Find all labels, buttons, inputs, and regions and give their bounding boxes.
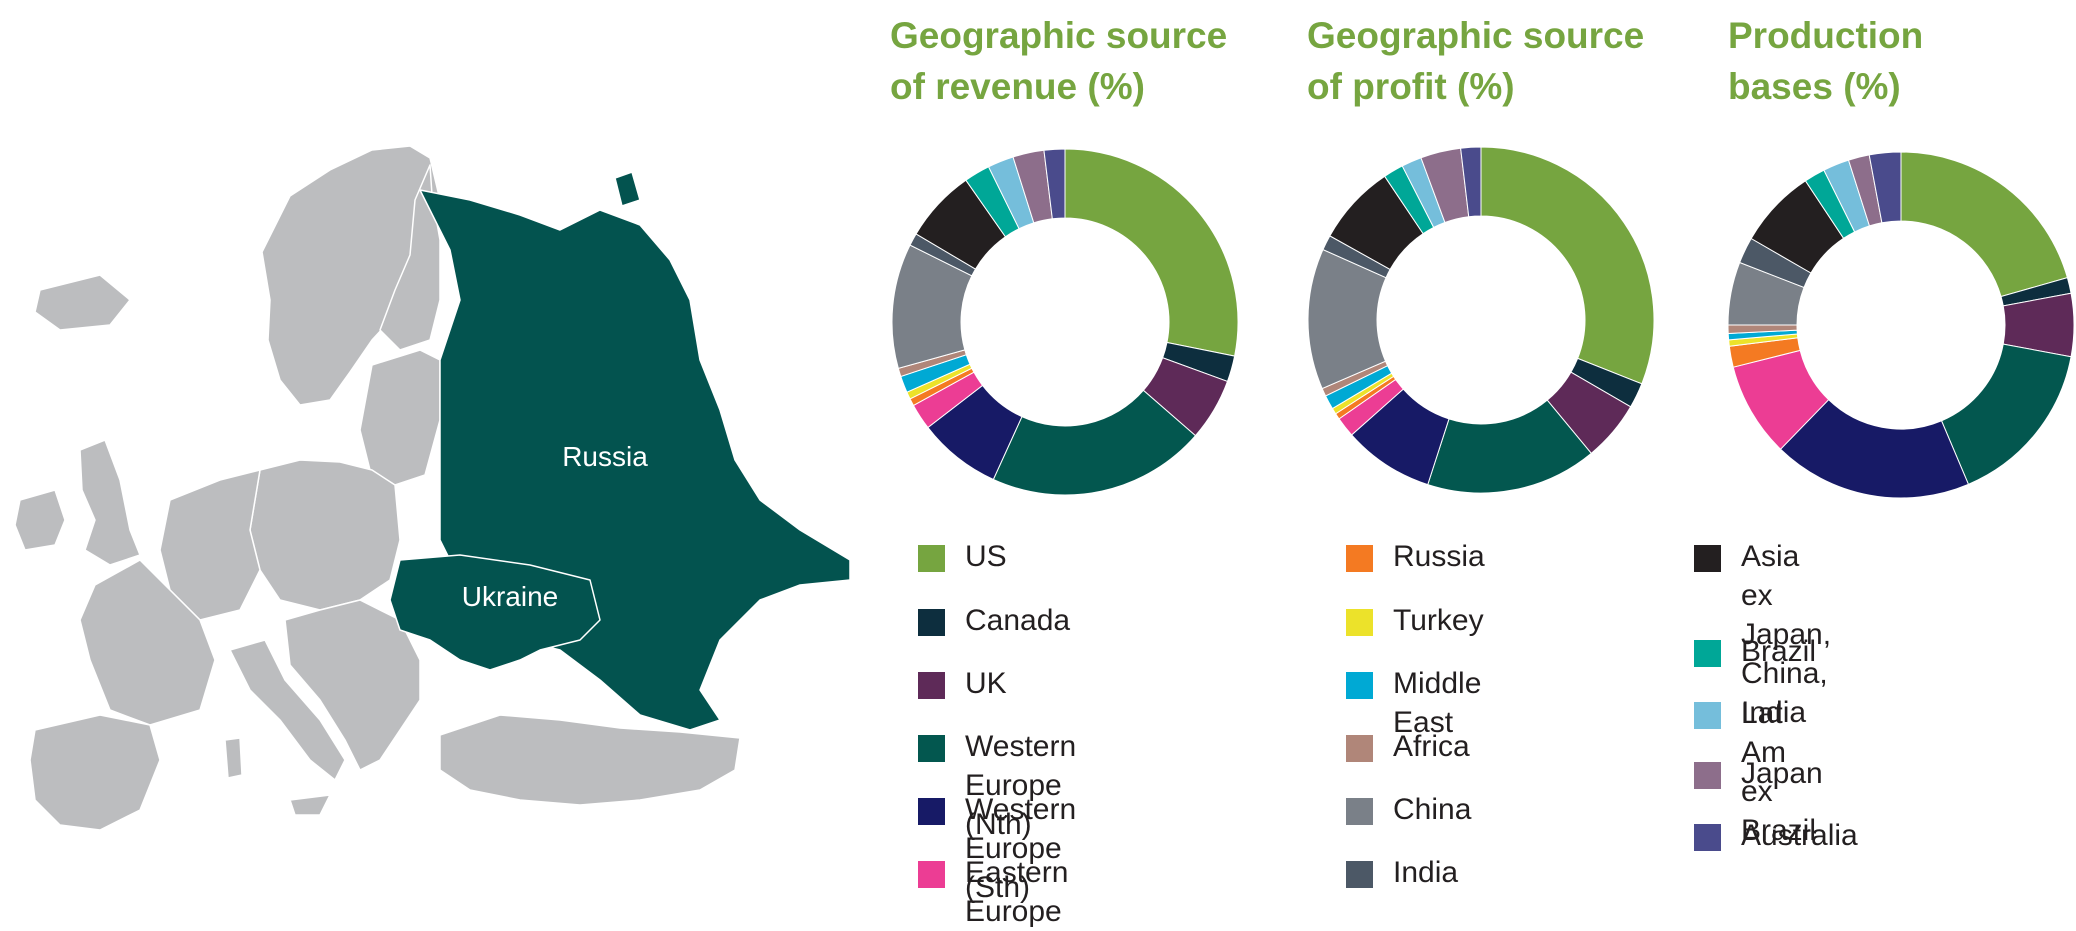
legend-item-russia: Russia [1346,537,1485,576]
italy-shape [229,639,346,781]
legend-item-middle-east: Middle East [1346,664,1481,742]
legend-swatch [1694,824,1721,851]
legend-label: Eastern Europe [965,856,1069,928]
sicily-shape [289,794,331,816]
russia-map-label: Russia [562,441,648,472]
novaya-zemlya-shape [614,171,641,207]
donut-slice-australia [1460,146,1482,218]
legend-label: Australia [1741,819,1858,852]
ireland-shape [14,489,66,551]
legend-item-western-europe-sth: Western Europe (Sth) [918,790,1076,907]
france-shape [79,559,216,726]
legend-item-china: China [1346,790,1471,829]
donut-chart-profit [1307,146,1655,494]
legend-swatch [1694,702,1721,729]
legend-label: Western Europe (Sth) [965,793,1077,904]
legend-label: UK [965,667,1007,700]
legend-item-brazil: Brazil [1694,632,1816,671]
legend-swatch [918,545,945,572]
donut-chart-production [1727,151,2075,499]
legend-item-japan: Japan [1694,754,1823,793]
legend-item-africa: Africa [1346,727,1470,766]
legend-label: Turkey [1393,604,1484,637]
legend-swatch [1694,762,1721,789]
legend-item-turkey: Turkey [1346,601,1484,640]
legend-swatch [918,609,945,636]
legend-item-us: US [918,537,1007,576]
legend-label: Brazil [1741,635,1817,668]
highlight-countries [389,171,851,731]
donut-slice-australia [1043,148,1066,220]
legend-item-australia: Australia [1694,816,1858,855]
donut-slice-western-europe-nth [1940,343,2072,485]
legend-label: India [1393,856,1459,889]
legend-swatch [1346,735,1373,762]
balkans-shape [284,599,421,771]
legend-swatch [918,672,945,699]
legend-swatch [1346,609,1373,636]
donut-slice-us [1064,148,1239,357]
legend-label: Japan [1741,757,1823,790]
legend-label: Russia [1393,540,1485,573]
europe-map: Russia Ukraine [14,145,851,831]
iceland-shape [34,274,131,331]
legend-item-asia-ex-japan-china-india: Asia ex Japan, China, India [1694,537,1831,732]
legend-item-western-europe-nth: Western Europe (Nth) [918,727,1076,844]
ukraine-shape [389,554,601,671]
legend-label: Western Europe (Nth) [965,730,1077,841]
donut-slice-us [1900,151,2069,298]
legend-label: US [965,540,1007,573]
chart-title-production: Production bases (%) [1728,15,1924,107]
legend-swatch [1694,545,1721,572]
donut-slice-western-europe-nth [992,389,1197,496]
legend-swatch [1346,672,1373,699]
legend-swatch [918,735,945,762]
legend-swatch [1346,545,1373,572]
legend-swatch [1346,798,1373,825]
germany-shape [159,469,261,621]
ukraine-map-label: Ukraine [462,581,558,612]
donut-slice-australia [1868,151,1902,224]
iberia-shape [29,714,161,831]
europe-land [14,145,741,831]
legend-item-lat-am-ex-brazil: Lat Am ex Brazil [1694,694,1816,850]
legend-swatch [1346,861,1373,888]
legend-label: Canada [965,604,1071,637]
legend-swatch [918,798,945,825]
finland-shape [379,164,441,351]
baltic-shape [359,349,441,486]
uk-shape [79,439,141,566]
legend-swatch [918,861,945,888]
legend-label: Africa [1393,730,1470,763]
chart-title-profit: Geographic source of profit (%) [1307,15,1645,107]
legend-label: Lat Am ex Brazil [1741,697,1817,847]
turkey-shape [439,714,741,806]
legend-label: Middle East [1393,667,1482,739]
legend-item-canada: Canada [918,601,1070,640]
donut-slice-us [1480,146,1655,385]
legend-label: China [1393,793,1472,826]
chart-title-revenue: Geographic source of revenue (%) [890,15,1228,107]
legend-item-uk: UK [918,664,1007,703]
sardinia-shape [224,737,243,779]
central-europe-shape [249,459,401,611]
legend-item-eastern-europe: Eastern Europe [918,853,1068,931]
legend-item-india: India [1346,853,1458,892]
donut-chart-revenue [891,148,1239,496]
legend-swatch [1694,640,1721,667]
legend-label: Asia ex Japan, China, India [1741,540,1832,729]
